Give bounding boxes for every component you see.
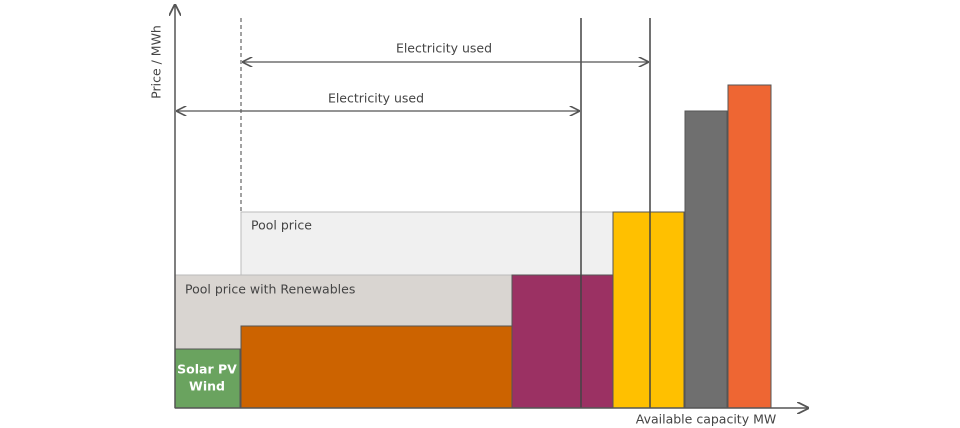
bar-label: Solar PV (177, 362, 237, 377)
bar (684, 110, 728, 409)
arrow-label: Electricity used (396, 41, 492, 56)
bar (511, 274, 614, 409)
x-axis-label: Available capacity MW (636, 412, 776, 427)
renewables-bar (174, 348, 241, 409)
region-label: Pool price with Renewables (185, 282, 355, 297)
bar (612, 211, 685, 409)
y-axis-label: Price / MWh (149, 25, 164, 99)
bar (240, 325, 513, 409)
bar (727, 84, 772, 409)
region-label: Pool price (251, 218, 312, 233)
pool-price-region (240, 211, 614, 276)
bar-label: Wind (189, 379, 225, 394)
arrow-label: Electricity used (328, 91, 424, 106)
